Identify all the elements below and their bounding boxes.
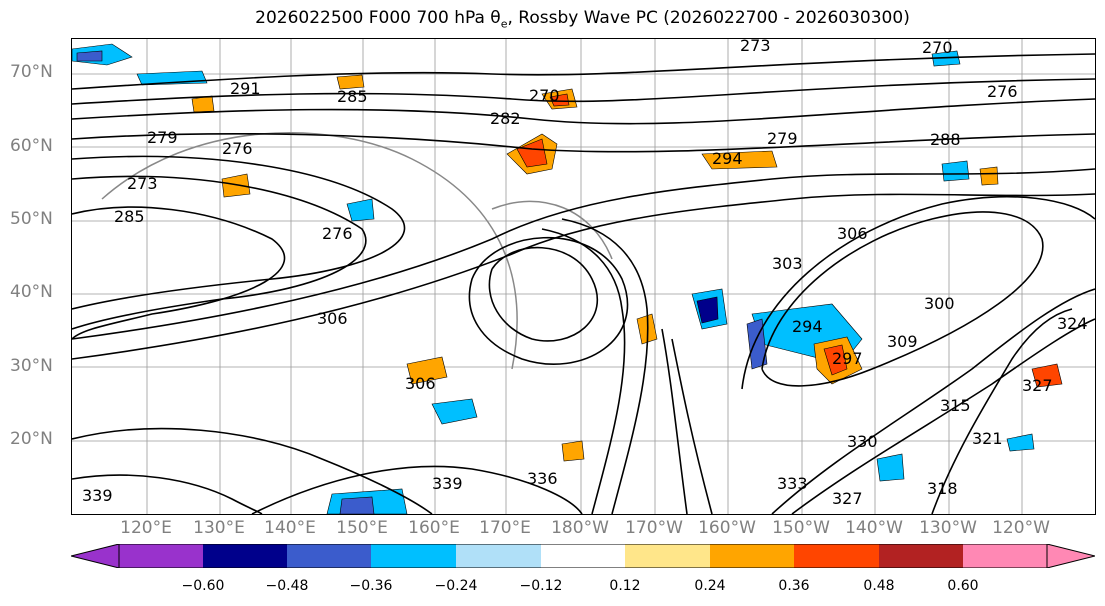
colorbar-tick: −0.60	[181, 578, 225, 594]
colorbar-bin	[203, 544, 287, 568]
contour-label: 294	[712, 149, 743, 168]
contour-label: 276	[322, 224, 353, 243]
colorbar-tick: 0.60	[947, 578, 979, 594]
colorbar-bin	[625, 544, 710, 568]
contour-label: 321	[972, 429, 1003, 448]
colorbar-frame	[118, 544, 1048, 568]
lon-label-160e: 160°E	[408, 518, 460, 538]
contour-label: 318	[927, 479, 958, 498]
colorbar-tick: −0.12	[519, 578, 563, 594]
colorbar-under-triangle	[71, 544, 120, 568]
map-panel: 273 270 276 291 285 270 282 279 288 279 …	[71, 38, 1096, 515]
contour-label: 315	[940, 396, 971, 415]
colorbar-tick: −0.36	[349, 578, 393, 594]
contour-label: 306	[405, 374, 436, 393]
colorbar-bin	[456, 544, 541, 568]
lon-label-120w: 120°W	[992, 518, 1050, 538]
contour-label: 294	[792, 317, 823, 336]
contour-label: 339	[82, 486, 113, 505]
colorbar-bin	[963, 544, 1047, 568]
title-symbol: θ	[490, 8, 501, 28]
lat-label-70n: 70°N	[10, 62, 53, 82]
contour-label: 282	[490, 109, 521, 128]
lon-label-170w: 170°W	[625, 518, 683, 538]
contour-label: 285	[114, 207, 145, 226]
colorbar-bin	[371, 544, 456, 568]
contour-label: 330	[847, 432, 878, 451]
shaded-anomalies	[72, 43, 1063, 514]
colorbar-bin	[879, 544, 963, 568]
contour-label: 324	[1057, 314, 1088, 333]
title-subscript: e	[500, 17, 508, 31]
contour-label: 306	[837, 224, 868, 243]
lat-label-20n: 20°N	[10, 429, 53, 449]
title-prefix: 2026022500 F000 700 hPa	[255, 8, 491, 28]
contour-label: 285	[337, 87, 368, 106]
colorbar-bin	[119, 544, 203, 568]
contour-label: 270	[922, 39, 953, 57]
lon-label-150e: 150°E	[336, 518, 388, 538]
contour-label: 273	[740, 39, 771, 55]
title-suffix: , Rossby Wave PC (2026022700 - 202603030…	[507, 8, 910, 28]
map-title: 2026022500 F000 700 hPa θe, Rossby Wave …	[0, 8, 1105, 30]
lat-label-50n: 50°N	[10, 209, 53, 229]
contour-label: 291	[230, 79, 261, 98]
contour-label: 276	[222, 139, 253, 158]
colorbar-bin	[287, 544, 371, 568]
lon-label-130e: 130°E	[193, 518, 245, 538]
colorbar	[71, 544, 1095, 568]
colorbar-tick: −0.48	[265, 578, 309, 594]
lon-label-180w: 180°W	[551, 518, 609, 538]
contour-label: 300	[924, 294, 955, 313]
graticule	[72, 39, 1095, 514]
contour-label: 279	[147, 128, 178, 147]
contour-label: 303	[772, 254, 803, 273]
contour-label: 336	[527, 469, 558, 488]
contour-label: 297	[832, 349, 863, 368]
theta-e-contours	[72, 53, 1095, 514]
lat-label-60n: 60°N	[10, 136, 53, 156]
contour-label: 276	[987, 82, 1018, 101]
colorbar-tick: 0.36	[778, 578, 810, 594]
colorbar-tick: −0.24	[434, 578, 478, 594]
lat-label-40n: 40°N	[10, 282, 53, 302]
contour-label: 306	[317, 309, 348, 328]
lon-label-150w: 150°W	[772, 518, 830, 538]
lon-label-140e: 140°E	[264, 518, 316, 538]
contour-label: 327	[832, 489, 863, 508]
contour-label: 270	[529, 86, 560, 105]
contour-label: 333	[777, 474, 808, 493]
contour-label: 339	[432, 474, 463, 493]
contour-label: 273	[127, 174, 158, 193]
colorbar-tick: 0.12	[609, 578, 641, 594]
lon-label-140w: 140°W	[845, 518, 903, 538]
gray-arc-2	[491, 200, 613, 260]
lon-label-120e: 120°E	[120, 518, 172, 538]
contour-label: 288	[930, 130, 961, 149]
colorbar-bin	[794, 544, 879, 568]
map-svg: 273 270 276 291 285 270 282 279 288 279 …	[72, 39, 1095, 514]
contour-labels: 273 270 276 291 285 270 282 279 288 279 …	[82, 39, 1088, 508]
lon-label-160w: 160°W	[698, 518, 756, 538]
lat-label-30n: 30°N	[10, 356, 53, 376]
colorbar-bin	[710, 544, 794, 568]
contour-label: 327	[1022, 376, 1053, 395]
lon-label-130w: 130°W	[919, 518, 977, 538]
colorbar-tick: 0.24	[694, 578, 726, 594]
contour-label: 279	[767, 129, 798, 148]
lon-label-170e: 170°E	[479, 518, 531, 538]
contour-label: 309	[887, 332, 918, 351]
colorbar-tick: 0.48	[863, 578, 895, 594]
colorbar-over-triangle	[1046, 544, 1095, 568]
colorbar-bin	[541, 544, 625, 568]
gray-arc	[101, 131, 518, 370]
